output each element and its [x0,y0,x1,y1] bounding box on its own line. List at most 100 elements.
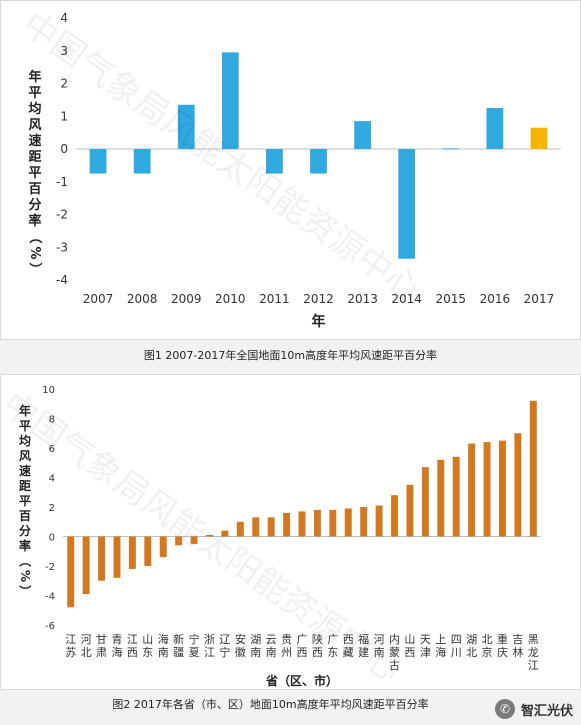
bar-河南 [375,505,383,537]
x-axis-title: 省（区、市） [265,673,338,688]
y-axis-title-char: % [18,570,32,582]
bar-甘肃 [98,536,106,581]
x-tick-label: 河 [374,633,385,646]
y-axis-title-char: ） [27,262,43,275]
chart1-panel: -4 -3 -2 -1 0 1 2 3 4 2007 2008 2009 2010 2011 2012 201… [0,0,581,340]
bar-2013 [354,121,371,149]
x-tick-label: 2014 [391,292,422,306]
x-tick-label: 云 [266,633,277,646]
bar-2010 [221,52,239,150]
brand-badge: ✆ 智汇光伏 [494,699,573,719]
bar-浙江 [206,535,213,537]
x-tick-label: 2008 [127,292,158,306]
x-tick-label: 海 [158,632,169,646]
y-tick-label: 4 [60,11,68,25]
y-tick-label: 4 [49,474,55,485]
x-tick-label: 京 [482,645,493,659]
x-tick-label: 2007 [83,292,114,306]
bar-广西 [298,511,306,537]
x-tick-label: 辽 [219,633,230,646]
y-tick-label: -4 [56,273,68,287]
x-tick-label: 河 [81,633,92,646]
chart2-svg: -6-4-20246810江苏河北甘肃青海江西山东海南新疆宁夏浙江辽宁安徽湖南云… [18,385,541,688]
y-axis-title-char: （ [27,230,43,243]
brand-name: 智汇光伏 [520,703,573,719]
y-axis-title-char: 平 [19,494,31,508]
x-tick-label: 南 [374,646,385,659]
y-tick-label: 1 [60,109,68,123]
x-tick-label: 林 [512,645,523,659]
x-tick-label: 吉 [512,633,523,646]
bar-2008 [133,149,151,174]
x-tick-label: 疆 [173,646,184,659]
y-axis-title-char: 均 [19,433,31,448]
x-tick-label: 西 [312,646,323,659]
x-tick-label: 2010 [215,292,246,306]
x-tick-label: 西 [297,646,308,659]
bar-2015 [442,148,460,150]
y-axis-title-char: 率 [28,213,41,229]
x-tick-label: 2011 [259,292,290,306]
y-tick-label: -2 [56,208,68,222]
x-tick-label: 广 [297,633,308,646]
x-tick-label: 建 [358,645,369,659]
x-tick-label: 海 [111,645,122,659]
x-tick-label: 江 [204,646,215,659]
bar-上海 [437,459,445,537]
chart1-caption: 图1 2007-2017年全国地面10m高度年平均风速距平百分率 [143,349,438,362]
bar-河北 [82,536,90,595]
x-tick-label: 西 [404,646,415,659]
bar-2017 [530,127,548,149]
x-tick-label: 南 [266,646,277,659]
y-axis-title-char: 年 [28,69,41,85]
bar-山东 [144,536,152,566]
y-axis-title-char: 速 [28,133,41,149]
x-tick-label: 西 [127,646,138,659]
y-tick-label: 6 [49,444,55,455]
bar-2016 [486,108,504,149]
x-tick-label: 2015 [435,292,466,306]
bar-湖北 [468,443,476,537]
y-axis-title-char: ） [18,585,33,597]
y-axis-title-char: （ [18,555,33,567]
bar-四川 [452,456,460,537]
x-tick-label: 江 [65,633,76,646]
bar-广东 [329,509,337,537]
y-tick-label: -4 [45,592,55,603]
bar-江苏 [67,536,75,608]
y-axis-title-char: 分 [19,523,31,538]
x-tick-label: 湖 [466,633,477,646]
bar-陕西 [313,509,321,537]
bar-海南 [159,536,167,558]
x-tick-label: 2009 [171,292,202,306]
bar-重庆 [498,440,506,537]
bar-新疆 [175,536,183,546]
x-tick-label: 宁 [219,645,230,659]
x-tick-label: 州 [281,646,292,659]
x-tick-label: 宁 [189,632,200,646]
x-tick-label: 青 [111,633,122,646]
x-tick-label: 肃 [96,646,107,659]
y-axis-title-char: 距 [28,150,41,165]
x-tick-label: 徽 [235,645,246,659]
bar-吉林 [514,433,522,537]
x-tick-label: 2017 [524,292,555,306]
x-tick-label: 夏 [189,646,200,659]
y-axis-title-char: 均 [28,101,41,117]
y-axis-title-char: 率 [19,538,31,553]
x-tick-label: 山 [142,633,153,646]
x-tick-label: 苏 [65,646,76,659]
y-axis-title-char: 平 [28,166,41,181]
bar-宁夏 [190,536,198,544]
bar-北京 [483,442,491,537]
y-axis-title-char: 平 [19,419,31,433]
x-tick-label: 广 [327,633,338,646]
x-tick-label: 2012 [303,292,334,306]
x-tick-label: 贵 [281,633,292,646]
bar-云南 [267,517,275,537]
y-axis-title-char: 风 [28,118,41,133]
x-tick-label: 四 [451,633,462,646]
x-tick-label: 西 [343,633,354,646]
bar-青海 [113,536,121,578]
y-tick-label: -1 [56,175,68,189]
